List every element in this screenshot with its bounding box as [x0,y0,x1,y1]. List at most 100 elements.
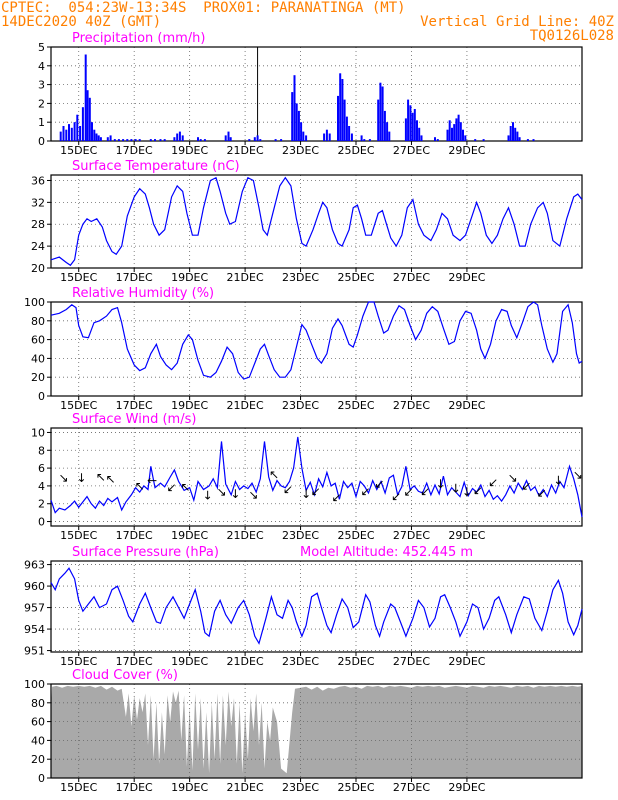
precip-bar [274,139,277,141]
panel-title: Relative Humidity (%) [72,286,214,301]
precip-bar [507,135,510,141]
precip-bar [178,131,181,141]
wind-direction-arrow: ↓ [462,485,472,499]
precip-bar [197,137,199,141]
y-tick-label: 80 [31,697,45,710]
x-tick-label: 23DEC [282,271,319,284]
precip-bar [482,139,485,141]
x-tick-label: 29DEC [448,781,485,794]
precip-bar [163,139,166,141]
y-tick-label: 0 [38,516,45,529]
precip-bar [81,107,84,141]
precip-bar [462,129,464,141]
panel-title: Surface Wind (m/s) [72,412,196,427]
x-tick-label: 25DEC [337,655,374,668]
x-tick-label: 15DEC [60,399,97,412]
x-tick-label: 15DEC [60,781,97,794]
y-tick-label: 963 [24,559,45,572]
panel-frame [50,174,583,269]
wind-direction-arrow: ↙ [332,490,342,504]
x-tick-label: 27DEC [393,655,430,668]
precip-bar [323,133,326,141]
x-tick-label: 17DEC [116,529,153,542]
y-tick-label: 0 [38,772,45,785]
x-tick-label: 15DEC [60,529,97,542]
wind-direction-arrow: ↙ [537,486,547,500]
precip-bar [106,137,109,141]
precip-bar [113,139,116,141]
y-tick-label: 20 [31,753,45,766]
x-tick-label: 27DEC [393,144,430,157]
header-model-code: TQ0126L028 [529,28,614,44]
precip-bar [305,135,308,141]
precip-bar [76,114,79,141]
panel-frame [50,683,583,779]
precip-bar [293,75,296,141]
y-tick-label: 2 [38,97,45,110]
wind-direction-arrow: ↙ [311,484,321,498]
precip-bar [126,139,129,141]
wind-direction-arrow: ↘ [573,468,583,482]
y-tick-label: 4 [38,60,45,73]
precip-bar [343,99,346,141]
wind-direction-arrow: ↙ [420,484,430,498]
x-tick-label: 25DEC [337,529,374,542]
y-tick-label: 20 [31,262,45,275]
wind-direction-arrow: ↘ [248,488,258,502]
precip-bar [514,127,517,141]
y-tick-label: 32 [31,196,45,209]
panel-surface-wind: Surface Wind (m/s) 0 2 4 6 8 10 15DEC 17DEC 19DEC… [31,412,583,542]
precip-bar [122,139,125,141]
x-tick-label: 23DEC [282,399,319,412]
panel-frame [50,560,583,653]
precip-bar [446,129,449,141]
precip-bar [416,120,418,141]
precip-bar [224,135,227,141]
precip-bar [297,110,300,141]
x-tick-label: 19DEC [171,271,208,284]
precip-bar [203,139,206,141]
precip-bar [256,135,259,141]
precip-bar [65,129,68,141]
x-tick-label: 17DEC [116,781,153,794]
y-tick-label: 80 [31,315,45,328]
panel-precipitation: Precipitation (mm/h) 0 1 2 3 4 5 15DEC 17DEC 19DE… [38,31,583,157]
precip-bar [199,139,202,141]
precip-bar [404,118,407,141]
precip-bar [291,92,294,141]
wind-direction-arrow: ↖ [135,479,145,493]
precip-bar [154,139,156,141]
precip-bar [368,139,371,141]
x-tick-label: 23DEC [282,144,319,157]
wind-direction-arrow: ↙ [375,477,385,491]
y-tick-label: 1 [38,116,45,129]
precip-bar [526,139,529,141]
x-tick-label: 25DEC [337,271,374,284]
precip-bar [360,135,363,141]
precip-bar [73,122,76,141]
precip-bar [84,54,87,141]
precip-bar [337,95,339,141]
wind-direction-arrow: ↙ [522,479,532,493]
y-tick-label: 2 [38,498,45,511]
precip-bar [59,131,62,141]
panel-surface-temperature: Surface Temperature (nC) 20 24 28 32 36 15DEC 1… [31,159,583,284]
panel-frame [50,427,583,527]
precip-bar [413,109,416,141]
x-tick-label: 17DEC [116,271,153,284]
y-tick-label: 40 [31,734,45,747]
precip-bar [99,137,102,141]
wind-direction-arrow: ↙ [473,483,483,497]
precip-bar [339,73,342,141]
panel-relative-humidity: Relative Humidity (%) 0 20 40 60 80 100 15DEC 17… [24,286,583,412]
precip-bar [386,122,389,141]
precip-bar [159,139,162,141]
wind-direction-arrow: ↙ [488,475,498,489]
precip-bar [459,122,462,141]
precip-bar [512,122,514,141]
precip-bar [341,79,344,141]
x-tick-label: 15DEC [60,271,97,284]
wind-direction-arrow: ↙ [283,482,293,496]
precip-bar [363,139,366,141]
